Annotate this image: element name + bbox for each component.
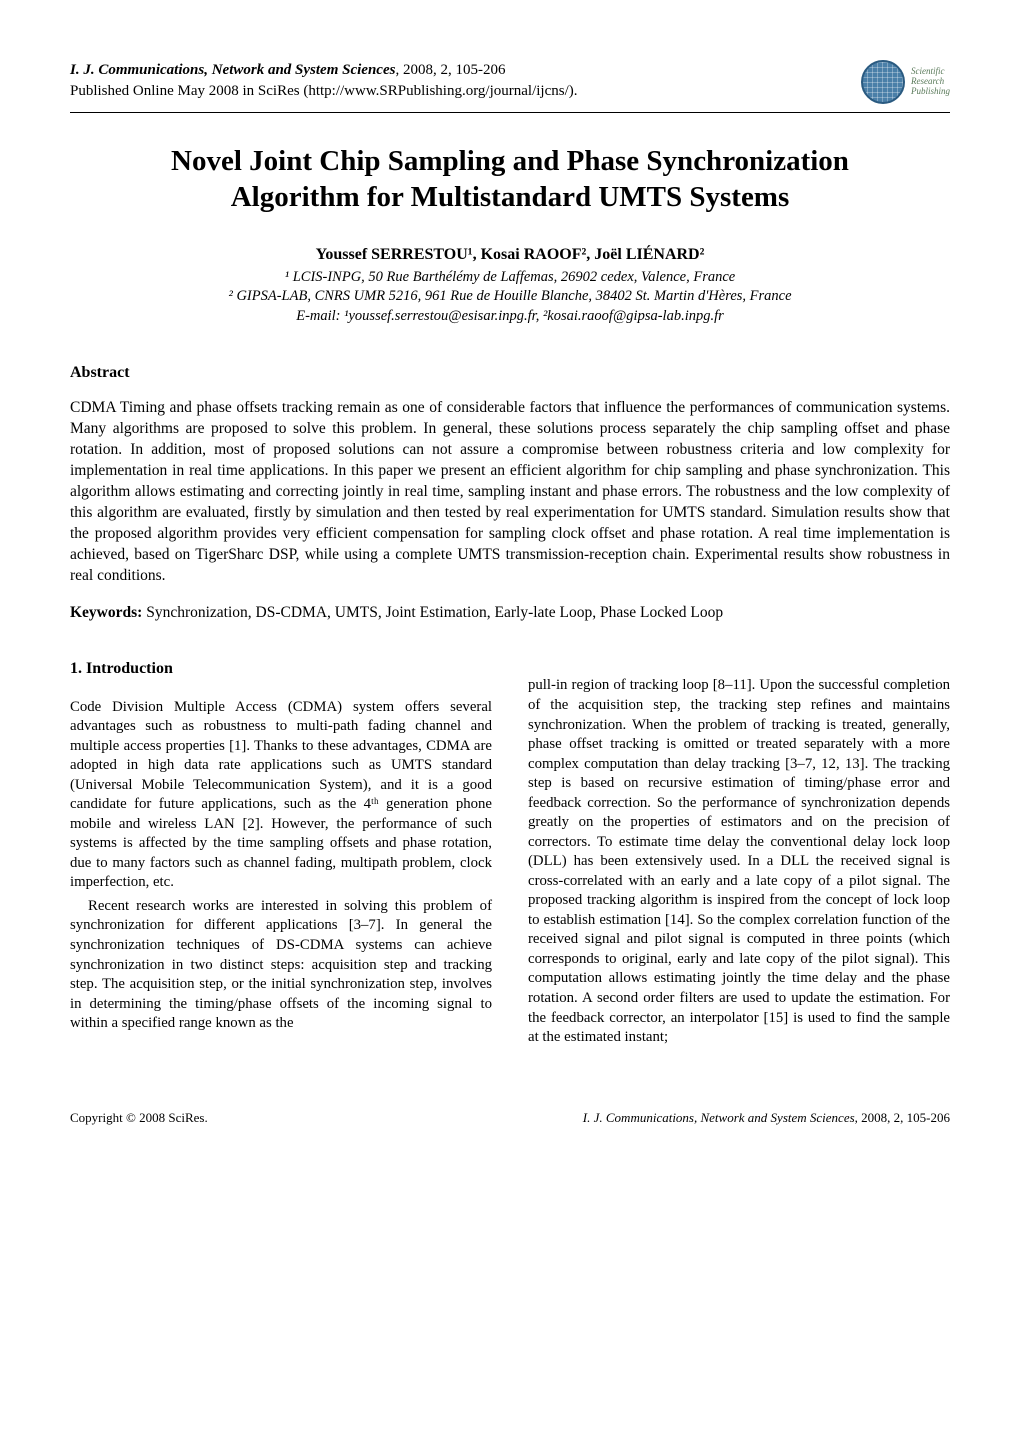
footer-journal: I. J. Communications, Network and System… bbox=[583, 1110, 855, 1125]
journal-line: I. J. Communications, Network and System… bbox=[70, 60, 578, 81]
footer-issue: , 2008, 2, 105-206 bbox=[855, 1110, 950, 1125]
column-left: 1. Introduction Code Division Multiple A… bbox=[70, 628, 492, 1047]
keywords-label: Keywords: bbox=[70, 604, 142, 621]
affiliation-1: ¹ LCIS-INPG, 50 Rue Barthélémy de Laffem… bbox=[70, 268, 950, 288]
section-1-heading: 1. Introduction bbox=[70, 658, 492, 679]
globe-icon bbox=[861, 60, 905, 104]
page-header: I. J. Communications, Network and System… bbox=[70, 60, 950, 104]
publisher-logo-text: Scientific Research Publishing bbox=[911, 67, 950, 97]
header-rule bbox=[70, 112, 950, 113]
page-footer: Copyright © 2008 SciRes. I. J. Communica… bbox=[70, 1110, 950, 1126]
body-columns: 1. Introduction Code Division Multiple A… bbox=[70, 628, 950, 1047]
intro-para-2: Recent research works are interested in … bbox=[70, 897, 492, 1034]
authors: Youssef SERRESTOU¹, Kosai RAOOF², Joël L… bbox=[70, 246, 950, 264]
abstract-heading: Abstract bbox=[70, 364, 950, 382]
header-text-block: I. J. Communications, Network and System… bbox=[70, 60, 578, 102]
published-line: Published Online May 2008 in SciRes (htt… bbox=[70, 81, 578, 102]
keywords-text: Synchronization, DS-CDMA, UMTS, Joint Es… bbox=[142, 604, 723, 621]
title-line-1: Novel Joint Chip Sampling and Phase Sync… bbox=[171, 145, 849, 177]
footer-left: Copyright © 2008 SciRes. bbox=[70, 1110, 208, 1126]
column-right: pull-in region of tracking loop [8–11]. … bbox=[528, 628, 950, 1047]
footer-right: I. J. Communications, Network and System… bbox=[583, 1110, 950, 1126]
intro-para-3: pull-in region of tracking loop [8–11]. … bbox=[528, 676, 950, 1047]
paper-title: Novel Joint Chip Sampling and Phase Sync… bbox=[70, 143, 950, 216]
affiliation-2: ² GIPSA-LAB, CNRS UMR 5216, 961 Rue de H… bbox=[70, 287, 950, 307]
column-spacer bbox=[528, 628, 950, 676]
title-line-2: Algorithm for Multistandard UMTS Systems bbox=[231, 181, 790, 213]
publisher-logo: Scientific Research Publishing bbox=[861, 60, 950, 104]
email-line: E-mail: ¹youssef.serrestou@esisar.inpg.f… bbox=[70, 307, 950, 327]
journal-name: I. J. Communications, Network and System… bbox=[70, 62, 395, 78]
issue-info: , 2008, 2, 105-206 bbox=[395, 62, 505, 78]
logo-text-3: Publishing bbox=[911, 87, 950, 97]
keywords-line: Keywords: Synchronization, DS-CDMA, UMTS… bbox=[70, 604, 950, 622]
intro-para-1: Code Division Multiple Access (CDMA) sys… bbox=[70, 698, 492, 893]
abstract-body: CDMA Timing and phase offsets tracking r… bbox=[70, 398, 950, 586]
